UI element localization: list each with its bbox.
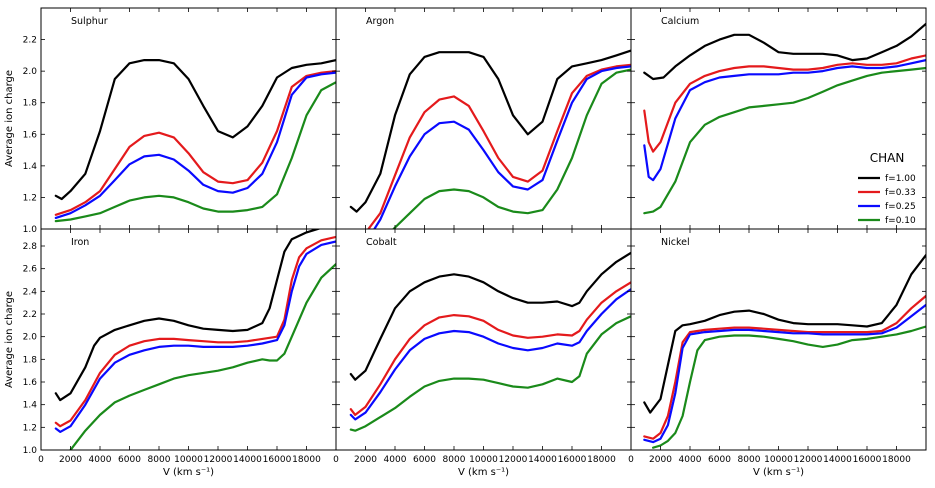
y-tick-label: 1.0 — [23, 446, 38, 456]
panel-iron: 0 2000 4000 6000 8000 10000 12000 14000 16000 180… — [23, 228, 337, 478]
panel-argon: Argon — [335, 7, 632, 230]
x-tick-label: 2000 — [649, 455, 672, 465]
x-tick-label: 6000 — [708, 455, 731, 465]
y-tick-label: 1.4 — [23, 401, 38, 411]
x-tick-label: 16000 — [853, 455, 882, 465]
legend-title: CHAN — [870, 151, 905, 165]
series-line-f-1-00 — [643, 254, 926, 414]
series-line-f-0-33 — [643, 54, 926, 153]
panel-title: Sulphur — [71, 16, 108, 27]
panel-title: Cobalt — [366, 237, 397, 248]
y-tick-label: 1.0 — [23, 225, 38, 235]
legend-label: f=0.10 — [885, 216, 916, 226]
series-line-f-0-10 — [392, 68, 631, 229]
panel-frame — [40, 7, 337, 230]
x-tick-label: 6000 — [413, 455, 436, 465]
panel-nickel: 0 2000 4000 6000 8000 10000 12000 14000 16000 180… — [628, 228, 927, 478]
x-tick-label: 18000 — [882, 455, 911, 465]
x-tick-label: 10000 — [174, 455, 203, 465]
y-axis-label: Average ion charge — [4, 70, 15, 167]
series-line-f-1-00 — [643, 22, 926, 81]
series-line-f-0-10 — [652, 325, 926, 449]
x-tick-label: 4000 — [384, 455, 407, 465]
series-line-f-0-10 — [69, 263, 336, 450]
series-line-f-1-00 — [349, 49, 631, 213]
y-tick-label: 1.8 — [23, 355, 38, 365]
x-tick-label: 12000 — [204, 455, 233, 465]
x-tick-label: 2000 — [59, 455, 82, 465]
series-line-f-0-33 — [367, 63, 631, 229]
series-line-f-0-33 — [349, 281, 631, 416]
panel-title: Argon — [366, 16, 394, 27]
series-line-f-0-25 — [54, 71, 336, 219]
x-tick-label: 18000 — [292, 455, 321, 465]
series-line-f-0-25 — [643, 303, 926, 444]
series-line-f-0-25 — [373, 65, 631, 229]
panel-calcium: Calcium — [630, 7, 927, 230]
y-tick-label: 2.2 — [23, 310, 37, 320]
y-tick-label: 2.4 — [23, 287, 38, 297]
x-axis-label: V (km s⁻¹) — [458, 467, 509, 478]
x-tick-label: 16000 — [263, 455, 292, 465]
panel-title: Nickel — [661, 237, 690, 248]
y-tick-label: 1.2 — [23, 193, 37, 203]
legend-label: f=0.25 — [885, 202, 916, 212]
y-tick-label: 2.8 — [23, 242, 38, 252]
x-tick-label: 14000 — [528, 455, 557, 465]
x-tick-label: 18000 — [587, 455, 616, 465]
series-line-f-1-00 — [349, 251, 631, 381]
y-tick-label: 2.0 — [23, 67, 38, 77]
y-tick-label: 1.6 — [23, 378, 38, 388]
series-line-f-0-10 — [54, 81, 336, 223]
x-tick-label: 4000 — [89, 455, 112, 465]
series-line-f-0-10 — [349, 315, 631, 432]
x-tick-label: 8000 — [738, 455, 761, 465]
series-line-f-0-33 — [54, 70, 336, 216]
y-tick-label: 1.8 — [23, 99, 38, 109]
series-line-f-0-10 — [643, 66, 926, 215]
y-tick-label: 1.4 — [23, 162, 38, 172]
series-line-f-1-00 — [54, 59, 336, 201]
legend-label: f=0.33 — [885, 188, 916, 198]
x-tick-label: 10000 — [469, 455, 498, 465]
panel-cobalt: 0 2000 4000 6000 8000 10000 12000 14000 16000 180… — [333, 228, 632, 478]
y-tick-label: 2.0 — [23, 333, 38, 343]
legend-label: f=1.00 — [885, 174, 916, 184]
panel-sulphur: 1.0 1.2 1.4 1.6 1.8 2.0 2.2 Sulphur — [23, 7, 337, 235]
panel-title: Iron — [71, 237, 89, 248]
series-line-f-0-25 — [349, 288, 631, 421]
x-tick-label: 16000 — [558, 455, 587, 465]
x-tick-label: 4000 — [679, 455, 702, 465]
y-tick-label: 1.2 — [23, 423, 37, 433]
series-line-f-0-33 — [643, 294, 926, 440]
x-tick-label: 0 — [628, 455, 634, 465]
x-tick-label: 12000 — [794, 455, 823, 465]
series-line-f-0-33 — [54, 235, 336, 428]
series-line-f-0-25 — [643, 59, 926, 182]
x-tick-label: 0 — [38, 455, 44, 465]
x-tick-label: 8000 — [443, 455, 466, 465]
x-axis-label: V (km s⁻¹) — [163, 467, 214, 478]
series-line-f-0-25 — [54, 240, 336, 433]
x-axis-label: V (km s⁻¹) — [753, 467, 804, 478]
legend: CHAN f=1.00 f=0.33 f=0.25 f=0.10 — [858, 151, 916, 226]
x-tick-label: 14000 — [233, 455, 262, 465]
x-tick-label: 6000 — [118, 455, 141, 465]
x-tick-label: 0 — [333, 455, 339, 465]
x-tick-label: 10000 — [764, 455, 793, 465]
y-tick-label: 2.6 — [23, 265, 38, 275]
x-tick-label: 2000 — [354, 455, 377, 465]
y-axis-label: Average ion charge — [4, 291, 15, 388]
series-line-f-1-00 — [54, 229, 322, 402]
x-tick-label: 14000 — [823, 455, 852, 465]
y-tick-label: 1.6 — [23, 130, 38, 140]
y-tick-label: 2.2 — [23, 36, 37, 46]
panel-title: Calcium — [661, 16, 699, 27]
x-tick-label: 8000 — [148, 455, 171, 465]
x-tick-label: 12000 — [499, 455, 528, 465]
